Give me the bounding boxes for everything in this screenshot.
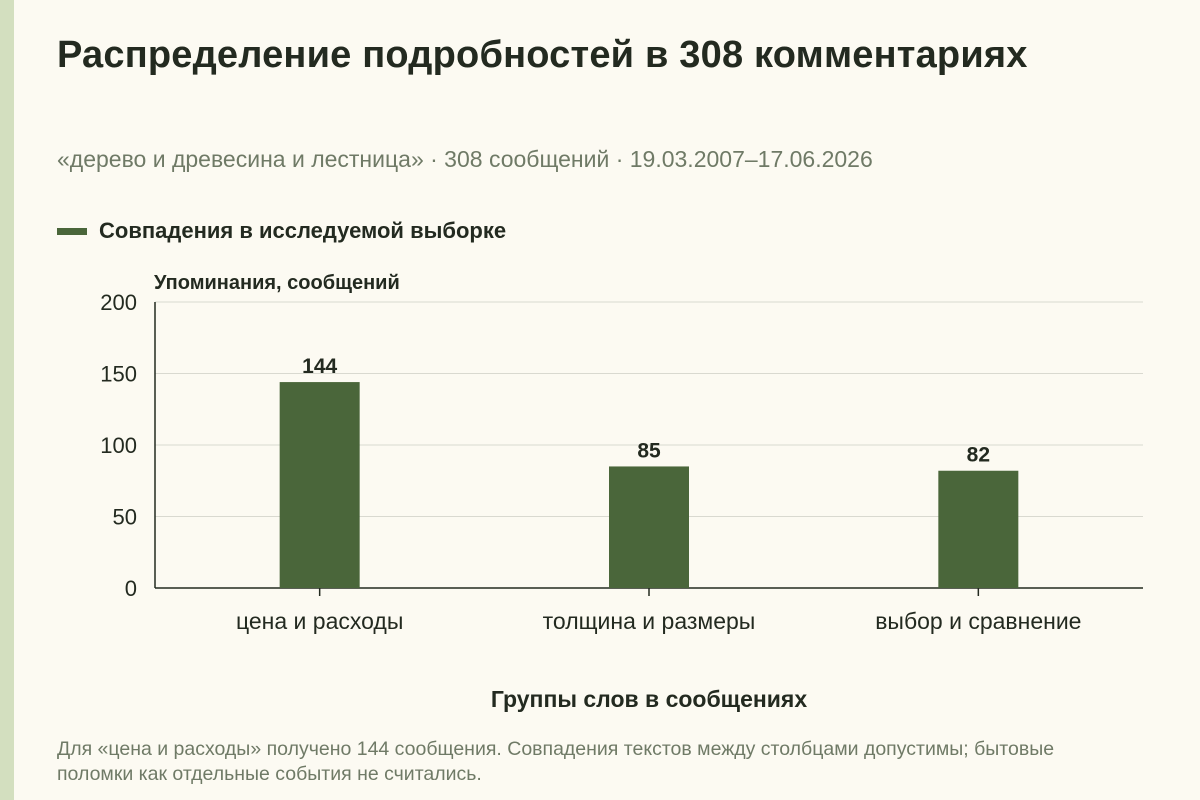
bar [938,470,1019,588]
y-tick-label: 200 [100,290,137,315]
data-label: 144 [302,355,337,378]
y-tick-label: 150 [100,362,137,387]
bar [279,382,360,588]
data-label: 82 [967,444,990,467]
legend: Совпадения в исследуемой выборке [57,218,506,244]
y-tick-label: 50 [113,505,137,530]
y-axis-label: Упоминания, сообщений [154,272,400,294]
legend-label: Совпадения в исследуемой выборке [99,218,507,243]
footnote: Для «цена и расходы» получено 144 сообще… [57,738,1055,785]
y-tick-label: 100 [100,433,137,458]
x-tick-label: толщина и размеры [543,608,756,634]
x-axis-label: Группы слов в сообщениях [490,686,808,712]
accent-strip [0,0,14,800]
y-tick-label: 0 [125,576,137,601]
chart-subtitle: «дерево и древесина и лестница» · 308 со… [57,146,873,172]
x-tick-label: цена и расходы [236,608,403,634]
legend-swatch [57,227,87,235]
bar [609,466,689,588]
data-label: 85 [637,439,661,462]
x-tick-label: выбор и сравнение [875,608,1081,634]
chart-title: Распределение подробностей в 308 коммент… [57,34,1028,76]
